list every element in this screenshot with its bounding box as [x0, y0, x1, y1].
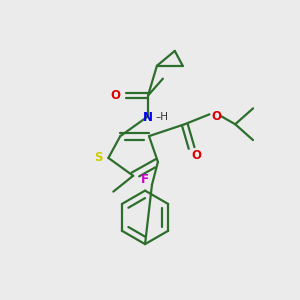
Text: S: S [94, 152, 103, 164]
Text: O: O [192, 149, 202, 162]
Text: –H: –H [155, 112, 168, 122]
Text: N: N [143, 111, 153, 124]
Text: F: F [141, 173, 149, 186]
Text: O: O [212, 110, 221, 123]
Text: O: O [110, 89, 120, 102]
